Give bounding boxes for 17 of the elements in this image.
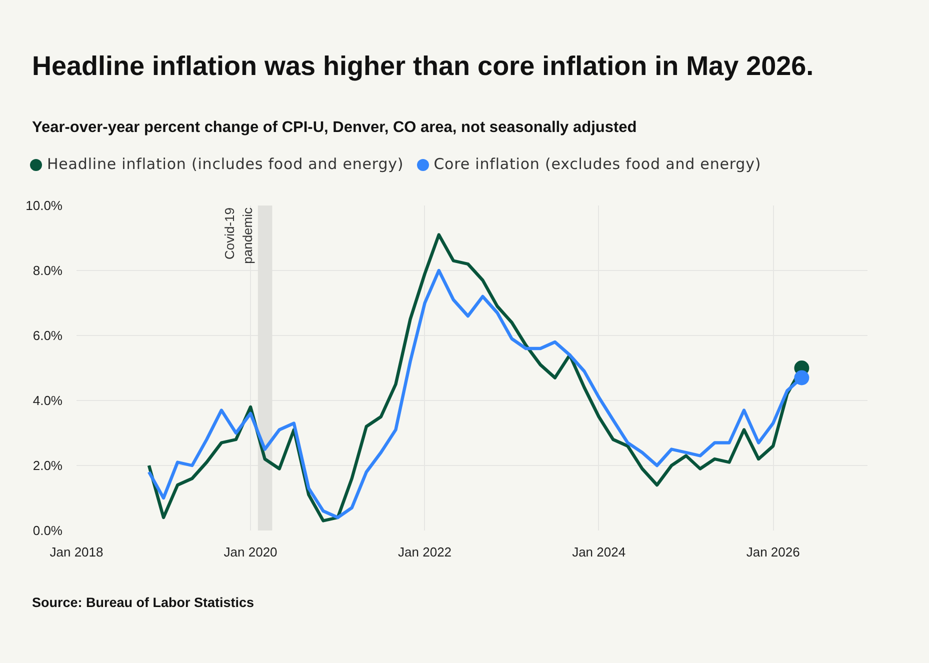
x-tick-label: Jan 2022 — [398, 544, 452, 560]
x-tick-label: Jan 2024 — [572, 544, 626, 560]
y-tick-label: 4.0% — [32, 393, 63, 408]
x-tick-label: Jan 2026 — [746, 544, 800, 560]
y-tick-label: 6.0% — [32, 328, 63, 343]
band-label: Covid-19 pandemic — [222, 207, 255, 264]
x-tick-label: Jan 2018 — [50, 544, 104, 560]
legend-label: Core inflation (excludes food and energy) — [434, 154, 762, 176]
x-tick-label: Jan 2020 — [224, 544, 278, 560]
chart-subtitle: Year-over-year percent change of CPI-U, Denver, CO area, not seasonally adjusted — [32, 119, 637, 137]
y-tick-label: 2.0% — [32, 458, 63, 473]
y-tick-label: 10.0% — [26, 198, 63, 213]
chart-title: Headline inflation was higher than core inflation in May 2026. — [32, 51, 814, 82]
y-tick-label: 0.0% — [32, 523, 63, 538]
legend-label: Headline inflation (includes food and energy) — [47, 154, 404, 176]
source-note: Source: Bureau of Labor Statistics — [32, 595, 254, 611]
y-tick-label: 8.0% — [32, 263, 63, 278]
